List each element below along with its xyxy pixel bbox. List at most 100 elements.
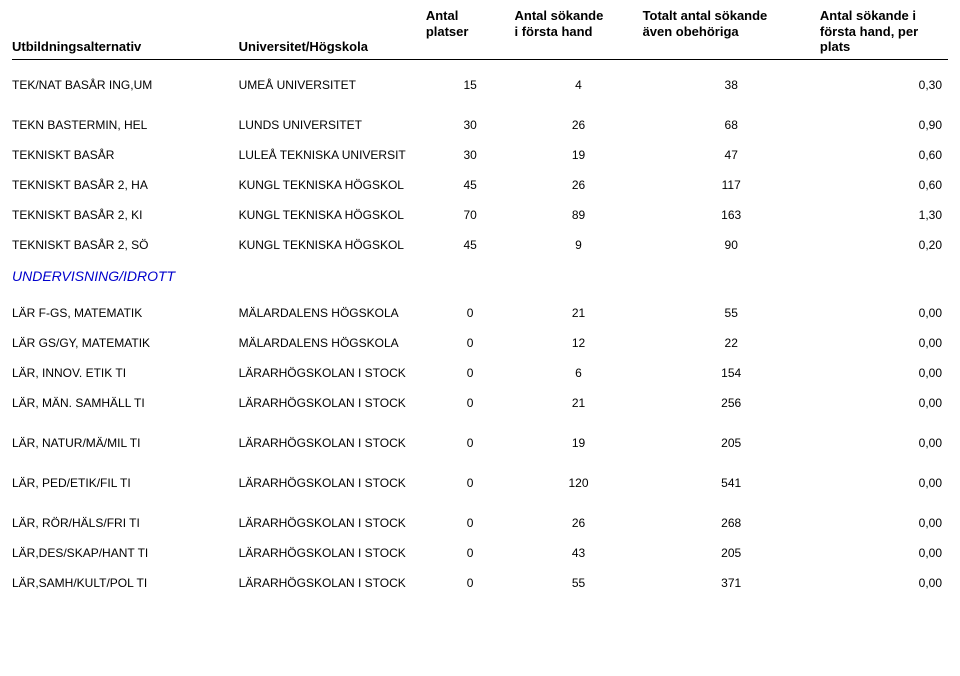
header-label-line1: Totalt antal sökande (643, 8, 820, 24)
header-col-per-plats: Antal sökande i första hand, per plats (820, 8, 948, 55)
cell-utbildning: LÄR, RÖR/HÄLS/FRI TI (12, 516, 239, 530)
table-row: LÄR, NATUR/MÄ/MIL TILÄRARHÖGSKOLAN I STO… (12, 436, 948, 450)
table-row: TEKNISKT BASÅR 2, HAKUNGL TEKNISKA HÖGSK… (12, 178, 948, 192)
page: { "header": { "col1": "Utbildningsaltern… (0, 0, 960, 676)
header-label-line1: Antal (426, 8, 515, 24)
cell-platser: 0 (426, 306, 515, 320)
cell-utbildning: TEKNISKT BASÅR 2, KI (12, 208, 239, 222)
table-row: TEKNISKT BASÅR 2, KIKUNGL TEKNISKA HÖGSK… (12, 208, 948, 222)
cell-platser: 30 (426, 118, 515, 132)
header-label-line2: även obehöriga (643, 24, 820, 40)
cell-totalt: 90 (643, 238, 820, 252)
header-label-line2: första hand, per plats (820, 24, 948, 55)
cell-totalt: 117 (643, 178, 820, 192)
cell-sokande-forsta: 55 (514, 576, 642, 590)
cell-per-plats: 0,00 (820, 366, 948, 380)
cell-sokande-forsta: 19 (514, 148, 642, 162)
cell-sokande-forsta: 43 (514, 546, 642, 560)
cell-per-plats: 0,00 (820, 576, 948, 590)
header-col-totalt-sokande: Totalt antal sökande även obehöriga (643, 8, 820, 55)
cell-utbildning: TEK/NAT BASÅR ING,UM (12, 78, 239, 92)
header-col-sokande-forsta: Antal sökande i första hand (514, 8, 642, 55)
cell-universitet: LÄRARHÖGSKOLAN I STOCK (239, 436, 426, 450)
cell-per-plats: 0,00 (820, 396, 948, 410)
cell-totalt: 55 (643, 306, 820, 320)
cell-universitet: KUNGL TEKNISKA HÖGSKOL (239, 238, 426, 252)
cell-universitet: LULEÅ TEKNISKA UNIVERSIT (239, 148, 426, 162)
cell-sokande-forsta: 12 (514, 336, 642, 350)
cell-universitet: LÄRARHÖGSKOLAN I STOCK (239, 396, 426, 410)
header-col-platser: Antal platser (426, 8, 515, 55)
table-row: LÄR,DES/SKAP/HANT TILÄRARHÖGSKOLAN I STO… (12, 546, 948, 560)
cell-platser: 0 (426, 396, 515, 410)
cell-platser: 0 (426, 436, 515, 450)
cell-utbildning: LÄR, PED/ETIK/FIL TI (12, 476, 239, 490)
table-row: LÄR F-GS, MATEMATIKMÄLARDALENS HÖGSKOLA0… (12, 306, 948, 320)
cell-totalt: 541 (643, 476, 820, 490)
cell-sokande-forsta: 26 (514, 516, 642, 530)
cell-platser: 45 (426, 178, 515, 192)
cell-totalt: 205 (643, 436, 820, 450)
cell-universitet: MÄLARDALENS HÖGSKOLA (239, 336, 426, 350)
header-label-line1: Antal sökande (514, 8, 642, 24)
cell-totalt: 268 (643, 516, 820, 530)
header-label: Universitet/Högskola (239, 39, 368, 55)
cell-utbildning: LÄR GS/GY, MATEMATIK (12, 336, 239, 350)
header-col-utbildning: Utbildningsalternativ (12, 8, 239, 55)
cell-universitet: KUNGL TEKNISKA HÖGSKOL (239, 178, 426, 192)
table-row: TEKNISKT BASÅR 2, SÖKUNGL TEKNISKA HÖGSK… (12, 238, 948, 252)
cell-utbildning: TEKNISKT BASÅR 2, HA (12, 178, 239, 192)
header-label: Utbildningsalternativ (12, 39, 141, 55)
cell-per-plats: 0,00 (820, 436, 948, 450)
cell-universitet: KUNGL TEKNISKA HÖGSKOL (239, 208, 426, 222)
cell-universitet: LÄRARHÖGSKOLAN I STOCK (239, 476, 426, 490)
cell-per-plats: 0,00 (820, 476, 948, 490)
cell-utbildning: TEKN BASTERMIN, HEL (12, 118, 239, 132)
cell-per-plats: 0,00 (820, 336, 948, 350)
cell-per-plats: 0,90 (820, 118, 948, 132)
table-row: LÄR GS/GY, MATEMATIKMÄLARDALENS HÖGSKOLA… (12, 336, 948, 350)
header-label-line2: platser (426, 24, 515, 40)
table-row: LÄR,SAMH/KULT/POL TILÄRARHÖGSKOLAN I STO… (12, 576, 948, 590)
cell-universitet: LÄRARHÖGSKOLAN I STOCK (239, 576, 426, 590)
cell-universitet: LÄRARHÖGSKOLAN I STOCK (239, 366, 426, 380)
table-row: LÄR, PED/ETIK/FIL TILÄRARHÖGSKOLAN I STO… (12, 476, 948, 490)
cell-per-plats: 0,00 (820, 516, 948, 530)
cell-totalt: 47 (643, 148, 820, 162)
cell-sokande-forsta: 19 (514, 436, 642, 450)
cell-utbildning: LÄR,SAMH/KULT/POL TI (12, 576, 239, 590)
cell-universitet: LÄRARHÖGSKOLAN I STOCK (239, 546, 426, 560)
header-label-line1: Antal sökande i (820, 8, 948, 24)
cell-totalt: 22 (643, 336, 820, 350)
table-header: Utbildningsalternativ Universitet/Högsko… (12, 8, 948, 60)
cell-universitet: LÄRARHÖGSKOLAN I STOCK (239, 516, 426, 530)
cell-per-plats: 0,20 (820, 238, 948, 252)
cell-totalt: 205 (643, 546, 820, 560)
cell-platser: 0 (426, 576, 515, 590)
cell-sokande-forsta: 21 (514, 306, 642, 320)
cell-sokande-forsta: 120 (514, 476, 642, 490)
table-body-group-2: LÄR F-GS, MATEMATIKMÄLARDALENS HÖGSKOLA0… (12, 306, 948, 590)
cell-platser: 0 (426, 336, 515, 350)
table-body-group-1: TEK/NAT BASÅR ING,UMUMEÅ UNIVERSITET1543… (12, 78, 948, 252)
cell-totalt: 163 (643, 208, 820, 222)
cell-sokande-forsta: 4 (514, 78, 642, 92)
cell-universitet: UMEÅ UNIVERSITET (239, 78, 426, 92)
cell-sokande-forsta: 26 (514, 178, 642, 192)
cell-utbildning: LÄR, MÄN. SAMHÄLL TI (12, 396, 239, 410)
cell-totalt: 154 (643, 366, 820, 380)
cell-totalt: 256 (643, 396, 820, 410)
table-row: LÄR, RÖR/HÄLS/FRI TILÄRARHÖGSKOLAN I STO… (12, 516, 948, 530)
header-label-line2: i första hand (514, 24, 642, 40)
cell-universitet: LUNDS UNIVERSITET (239, 118, 426, 132)
cell-per-plats: 0,00 (820, 546, 948, 560)
cell-per-plats: 1,30 (820, 208, 948, 222)
table-row: TEK/NAT BASÅR ING,UMUMEÅ UNIVERSITET1543… (12, 78, 948, 92)
cell-platser: 45 (426, 238, 515, 252)
table-row: LÄR, INNOV. ETIK TILÄRARHÖGSKOLAN I STOC… (12, 366, 948, 380)
cell-per-plats: 0,60 (820, 178, 948, 192)
cell-totalt: 371 (643, 576, 820, 590)
cell-sokande-forsta: 9 (514, 238, 642, 252)
cell-utbildning: LÄR F-GS, MATEMATIK (12, 306, 239, 320)
cell-platser: 0 (426, 366, 515, 380)
